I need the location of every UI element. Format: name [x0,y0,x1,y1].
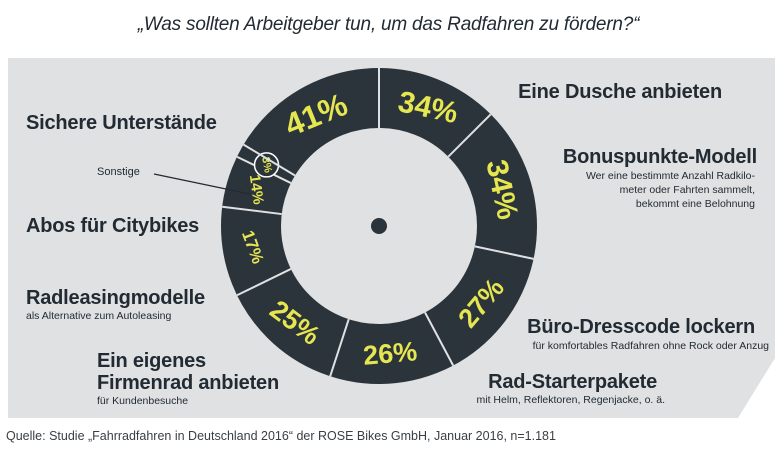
label-radleasingmodelle: Radleasingmodelle [26,287,205,309]
segment-divider [474,245,534,260]
segment-divider [236,268,292,297]
label-firmenrad-line1: Ein eigenes [97,350,206,372]
sublabel-radleasingmodelle: als Alternative zum Autoleasing [26,310,172,322]
sonstige-leader-line [153,173,251,195]
source-note: Quelle: Studie „Fahrradfahren in Deutsch… [6,429,556,443]
label-abos-citybikes: Abos für Citybikes [26,215,200,237]
ring-group: 34%34%27%26%25%17%14%3%41% [221,68,537,384]
segment-divider [447,113,492,158]
label-starterpakete: Rad-Starterpakete [488,371,657,393]
sublabel-firmenrad: für Kundenbesuche [97,395,189,407]
chart-title: „Was sollten Arbeitgeber tun, um das Rad… [137,14,640,35]
chart-panel: 34%34%27%26%25%17%14%3%41% [8,58,775,418]
sublabel-bonuspunkte-line2: meter oder Fahrten sammelt, [619,184,755,196]
segment-divider [243,143,296,177]
segment-value-abos-f-r-citybikes: 14% [246,174,267,206]
sublabel-starterpakete: mit Helm, Reflektoren, Regenjacke, o. ä. [476,394,666,406]
label-bonuspunkte: Bonuspunkte-Modell [562,146,757,168]
sublabel-bonuspunkte-line1: Wer eine bestimmte Anzahl Radkilo- [585,170,755,182]
sublabel-dresscode: für komfortables Radfahren ohne Rock ode… [532,340,769,352]
label-sichere-unterstaende: Sichere Unterstände [26,112,217,134]
segment-divider [222,205,282,216]
label-dresscode: Büro-Dresscode lockern [527,316,755,338]
segment-divider [424,312,455,366]
label-dusche: Eine Dusche anbieten [518,81,722,103]
segment-divider [329,318,350,377]
center-dot [371,218,387,234]
segment-value-rad-starterpakete: 26% [362,336,418,371]
label-sonstige: Sonstige [97,166,140,178]
sublabel-bonuspunkte-line3: bekommt eine Belohnung [635,198,755,210]
label-firmenrad-line2: Firmenrad anbieten [97,372,279,394]
panel-background [8,58,775,418]
